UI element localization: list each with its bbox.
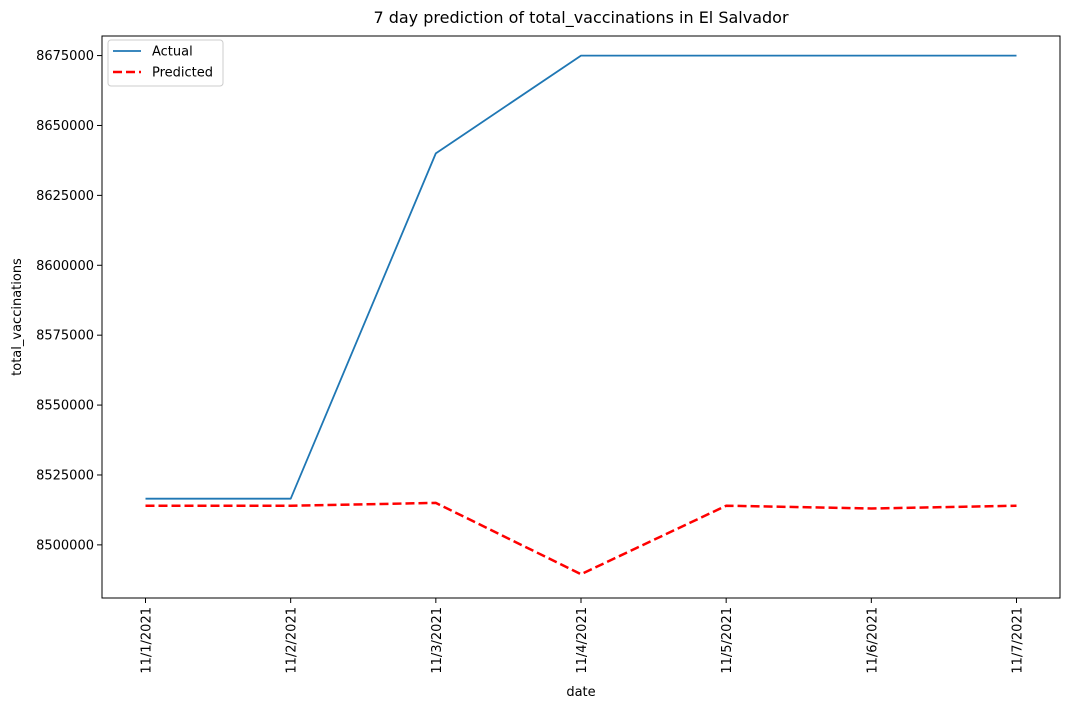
x-tick-label: 11/4/2021 bbox=[575, 607, 590, 674]
y-tick-label: 8650000 bbox=[36, 119, 94, 134]
legend: Actual Predicted bbox=[107, 39, 224, 87]
series-line-predicted bbox=[145, 501, 1017, 576]
y-tick-label: 8675000 bbox=[36, 49, 94, 64]
x-tick-label: 11/5/2021 bbox=[720, 607, 735, 674]
x-axis-ticks: 11/1/2021 11/2/2021 11/3/2021 11/4/2021 11/5… bbox=[140, 598, 1026, 674]
legend-label-predicted: Predicted bbox=[152, 66, 213, 81]
x-tick-label: 11/7/2021 bbox=[1011, 607, 1026, 674]
x-tick-label: 11/2/2021 bbox=[285, 607, 300, 674]
y-axis-label: total_vaccinations bbox=[10, 258, 25, 376]
y-tick-label: 8625000 bbox=[36, 189, 94, 204]
x-axis-label: date bbox=[566, 685, 595, 700]
x-tick-label: 11/3/2021 bbox=[430, 607, 445, 674]
series-line-actual bbox=[145, 54, 1017, 500]
plot-area bbox=[101, 35, 1061, 599]
y-tick-label: 8575000 bbox=[36, 329, 94, 344]
y-tick-label: 8500000 bbox=[36, 538, 94, 553]
y-tick-label: 8550000 bbox=[36, 399, 94, 414]
chart-title: 7 day prediction of total_vaccinations i… bbox=[373, 8, 789, 28]
y-tick-label: 8600000 bbox=[36, 259, 94, 274]
legend-label-actual: Actual bbox=[152, 45, 193, 60]
y-tick-label: 8525000 bbox=[36, 468, 94, 483]
y-axis-ticks: 8500000 8525000 8550000 8575000 8600000 86250… bbox=[36, 49, 102, 553]
series-layer bbox=[145, 54, 1017, 576]
x-tick-label: 11/6/2021 bbox=[865, 607, 880, 674]
x-tick-label: 11/1/2021 bbox=[140, 607, 155, 674]
